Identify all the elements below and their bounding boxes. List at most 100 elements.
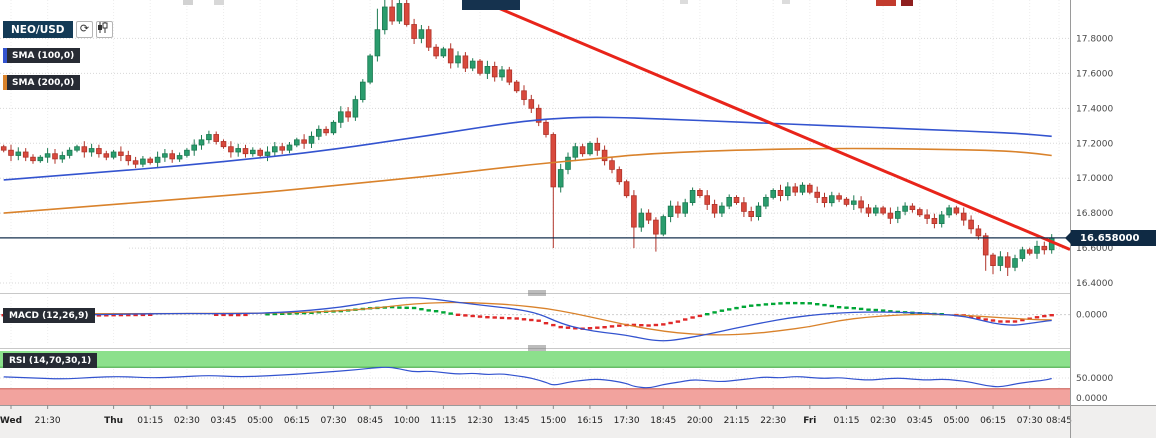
rsi-legend[interactable]: RSI (14,70,30,1) <box>3 353 98 368</box>
candle-body <box>550 134 557 188</box>
macd-histogram-bar <box>1049 314 1054 317</box>
watermark-blank-box <box>0 240 129 272</box>
candle-body <box>411 24 417 39</box>
macd-histogram-bar <box>126 313 131 317</box>
candle-body <box>191 144 198 151</box>
macd-histogram-bar <box>529 318 534 322</box>
price-tick-label: 17.4000 <box>1076 104 1113 114</box>
candle-body <box>711 203 718 214</box>
price-tick-label: 17.0000 <box>1076 174 1113 184</box>
time-label: 08:45 <box>357 416 383 426</box>
candle-body <box>829 195 835 204</box>
candle-body <box>403 3 410 25</box>
time-label: 20:00 <box>687 416 713 426</box>
cropped-ui-artifact <box>214 0 224 5</box>
candle-body <box>557 169 564 188</box>
macd-histogram-bar <box>573 327 578 330</box>
macd-histogram-bar <box>455 313 461 316</box>
price-tick-label: 16.4000 <box>1076 279 1113 289</box>
candle-body <box>960 212 967 221</box>
macd-histogram-bar <box>617 324 622 327</box>
candle-body <box>418 29 425 39</box>
macd-histogram-bar <box>426 309 431 312</box>
candle-body <box>917 209 923 216</box>
macd-histogram-bar <box>477 315 483 318</box>
macd-histogram-bar <box>1042 314 1047 318</box>
candle-body <box>1026 249 1033 254</box>
splitter-macd-rsi-grip-handle[interactable] <box>528 345 546 351</box>
candle-body <box>689 189 696 203</box>
candle-body <box>755 205 762 218</box>
macd-histogram-bar <box>118 313 124 317</box>
time-label: 13:45 <box>504 416 530 426</box>
cropped-ui-artifact <box>680 0 688 4</box>
cropped-ui-artifact <box>876 0 896 6</box>
macd-histogram-bar <box>228 313 234 317</box>
macd-histogram-bar <box>96 314 102 317</box>
macd-histogram-bar <box>287 312 292 315</box>
candle-body <box>975 228 982 237</box>
candle-body <box>968 219 974 230</box>
macd-histogram-bar <box>851 307 856 310</box>
candle-body <box>37 156 44 162</box>
candle-body <box>345 111 351 118</box>
candle-body <box>887 212 894 219</box>
candle-body <box>895 210 901 219</box>
candle-body <box>733 196 740 203</box>
macd-legend[interactable]: MACD (12,26,9) <box>3 308 95 323</box>
candle-body <box>675 205 681 214</box>
candle-body <box>770 189 776 198</box>
macd-histogram-bar <box>148 313 153 316</box>
sma100-line <box>3 116 1052 181</box>
refresh-button[interactable]: ⟳ <box>76 21 93 38</box>
candle-body <box>587 142 593 155</box>
macd-histogram-bar <box>221 313 226 317</box>
symbol-badge[interactable]: NEO/USD <box>3 21 73 38</box>
sma100-legend[interactable]: SMA (100,0) <box>3 48 81 63</box>
candle-body <box>279 146 285 151</box>
macd-histogram-bar <box>976 316 981 320</box>
cropped-ui-artifact <box>183 0 193 5</box>
macd-histogram-bar <box>829 304 834 308</box>
macd-histogram-bar <box>734 306 739 310</box>
time-label: 08:45 <box>1046 416 1072 426</box>
candle-body <box>477 60 483 74</box>
macd-histogram-bar <box>565 326 571 329</box>
chart-type-button[interactable] <box>96 21 113 38</box>
macd-histogram-bar <box>1005 320 1010 323</box>
splitter-main-macd-grip-handle[interactable] <box>528 290 546 296</box>
candle-body <box>220 141 227 148</box>
candle-body <box>154 156 161 163</box>
macd-histogram-bar <box>236 313 241 317</box>
macd-histogram-bar <box>807 302 812 305</box>
candle-body <box>323 128 329 134</box>
macd-histogram-bar <box>800 302 805 305</box>
macd-histogram-bar <box>1034 316 1040 319</box>
time-label: 06:15 <box>284 416 310 426</box>
time-axis-strip <box>0 405 1156 438</box>
macd-histogram-bar <box>140 313 146 317</box>
candle-body <box>799 184 806 193</box>
candle-body <box>631 195 637 228</box>
candle-body <box>909 205 916 211</box>
candle-body <box>902 205 908 212</box>
macd-histogram-bar <box>411 306 417 310</box>
time-label: 21:15 <box>724 416 750 426</box>
macd-histogram-bar <box>543 322 549 325</box>
sma200-legend[interactable]: SMA (200,0) <box>3 75 81 90</box>
candle-body <box>506 69 513 83</box>
macd-histogram-bar <box>858 307 864 311</box>
macd-histogram-bar <box>793 301 798 305</box>
time-label: 07:30 <box>320 416 346 426</box>
macd-histogram-bar <box>1020 318 1025 322</box>
candle-body <box>726 196 732 207</box>
candle-body <box>543 121 549 135</box>
time-label: 17:30 <box>614 416 640 426</box>
time-label: Fri <box>803 416 816 426</box>
candle-body <box>880 207 886 214</box>
macd-histogram-bar <box>719 309 725 312</box>
candle-body <box>491 66 498 78</box>
macd-histogram-bar <box>998 320 1003 323</box>
macd-histogram-bar <box>265 313 270 316</box>
